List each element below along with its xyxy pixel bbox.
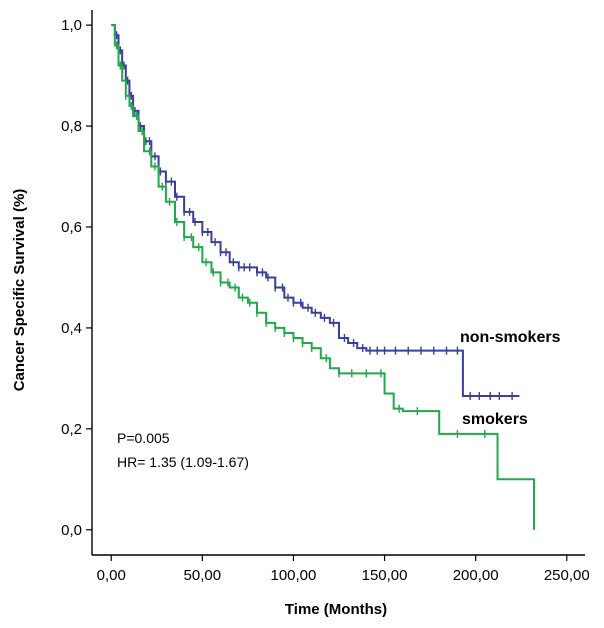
y-tick-label: 0,0 — [61, 522, 82, 539]
y-tick-label: 0,6 — [61, 219, 82, 236]
y-tick-label: 1,0 — [61, 17, 82, 34]
censor-marks-smokers — [115, 41, 486, 438]
series-line-non-smokers — [111, 24, 520, 398]
series-layer — [111, 24, 535, 530]
y-ticks: 0,0 0,2 0,4 0,6 0,8 1,0 — [61, 17, 92, 539]
y-tick-label: 0,4 — [61, 320, 82, 337]
p-value-annotation: P=0.005 — [117, 430, 170, 446]
x-tick-label: 150,00 — [362, 567, 408, 584]
plot-area: 0,0 0,2 0,4 0,6 0,8 1,0 0,00 50,00 100,00 150,00… — [61, 10, 590, 584]
x-axis-title: Time (Months) — [285, 601, 387, 618]
x-tick-label: 50,00 — [184, 567, 222, 584]
x-tick-label: 200,00 — [453, 567, 499, 584]
series-line-smokers — [111, 24, 535, 530]
censor-marks-non-smokers — [115, 31, 513, 401]
x-ticks: 0,00 50,00 100,00 150,00 200,00 250,00 — [97, 555, 590, 584]
x-tick-label: 0,00 — [97, 567, 126, 584]
series-label-non-smokers: non-smokers — [460, 329, 561, 346]
y-tick-label: 0,2 — [61, 421, 82, 438]
y-axis-title: Cancer Specific Survival (%) — [11, 189, 28, 392]
y-tick-label: 0,8 — [61, 118, 82, 135]
hr-annotation: HR= 1.35 (1.09-1.67) — [117, 454, 249, 470]
series-label-smokers: smokers — [462, 411, 528, 428]
x-tick-label: 100,00 — [270, 567, 316, 584]
x-tick-label: 250,00 — [544, 567, 590, 584]
